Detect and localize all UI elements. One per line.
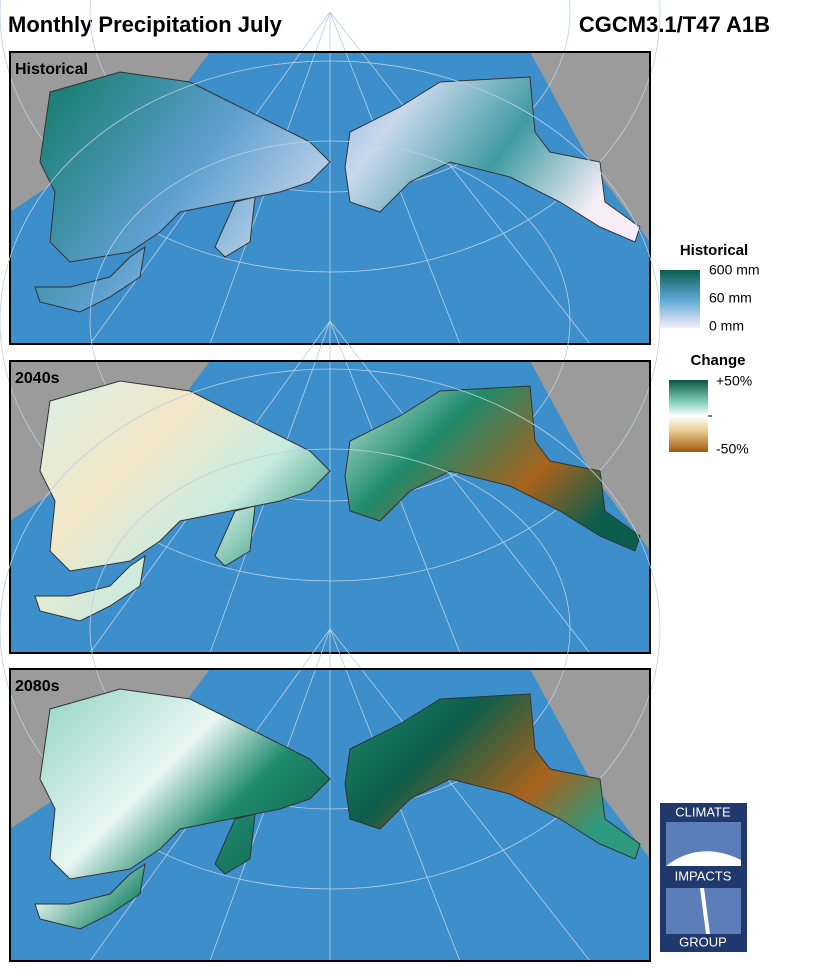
model-label: CGCM3.1/T47 A1B [579,12,770,37]
legend-label: 0 mm [709,318,744,334]
legend-title: Historical [680,242,748,259]
legend-change: Change +50% -50% [669,352,752,457]
panel-label: 2080s [15,678,60,695]
legend-label: 60 mm [709,290,752,306]
legend-label: 600 mm [709,262,760,278]
legend-label: -50% [716,441,749,457]
color-bar [660,270,700,328]
map-panel: 2080s [0,368,661,962]
logo-text: CLIMATE [675,804,731,819]
logo-text: IMPACTS [675,868,732,883]
panel-label: 2040s [15,370,60,387]
map-panel: Historical [0,0,661,345]
logo-text: GROUP [679,934,727,949]
legend-historical: Historical 600 mm 60 mm 0 mm [660,242,760,334]
color-bar [669,380,708,452]
logo: CLIMATE IMPACTS GROUP [660,803,747,952]
title: Monthly Precipitation July [8,12,283,37]
panel-label: Historical [15,61,88,78]
map-panel: 2040s [0,60,661,654]
legend-title: Change [690,352,745,369]
legend-label: +50% [716,373,752,389]
